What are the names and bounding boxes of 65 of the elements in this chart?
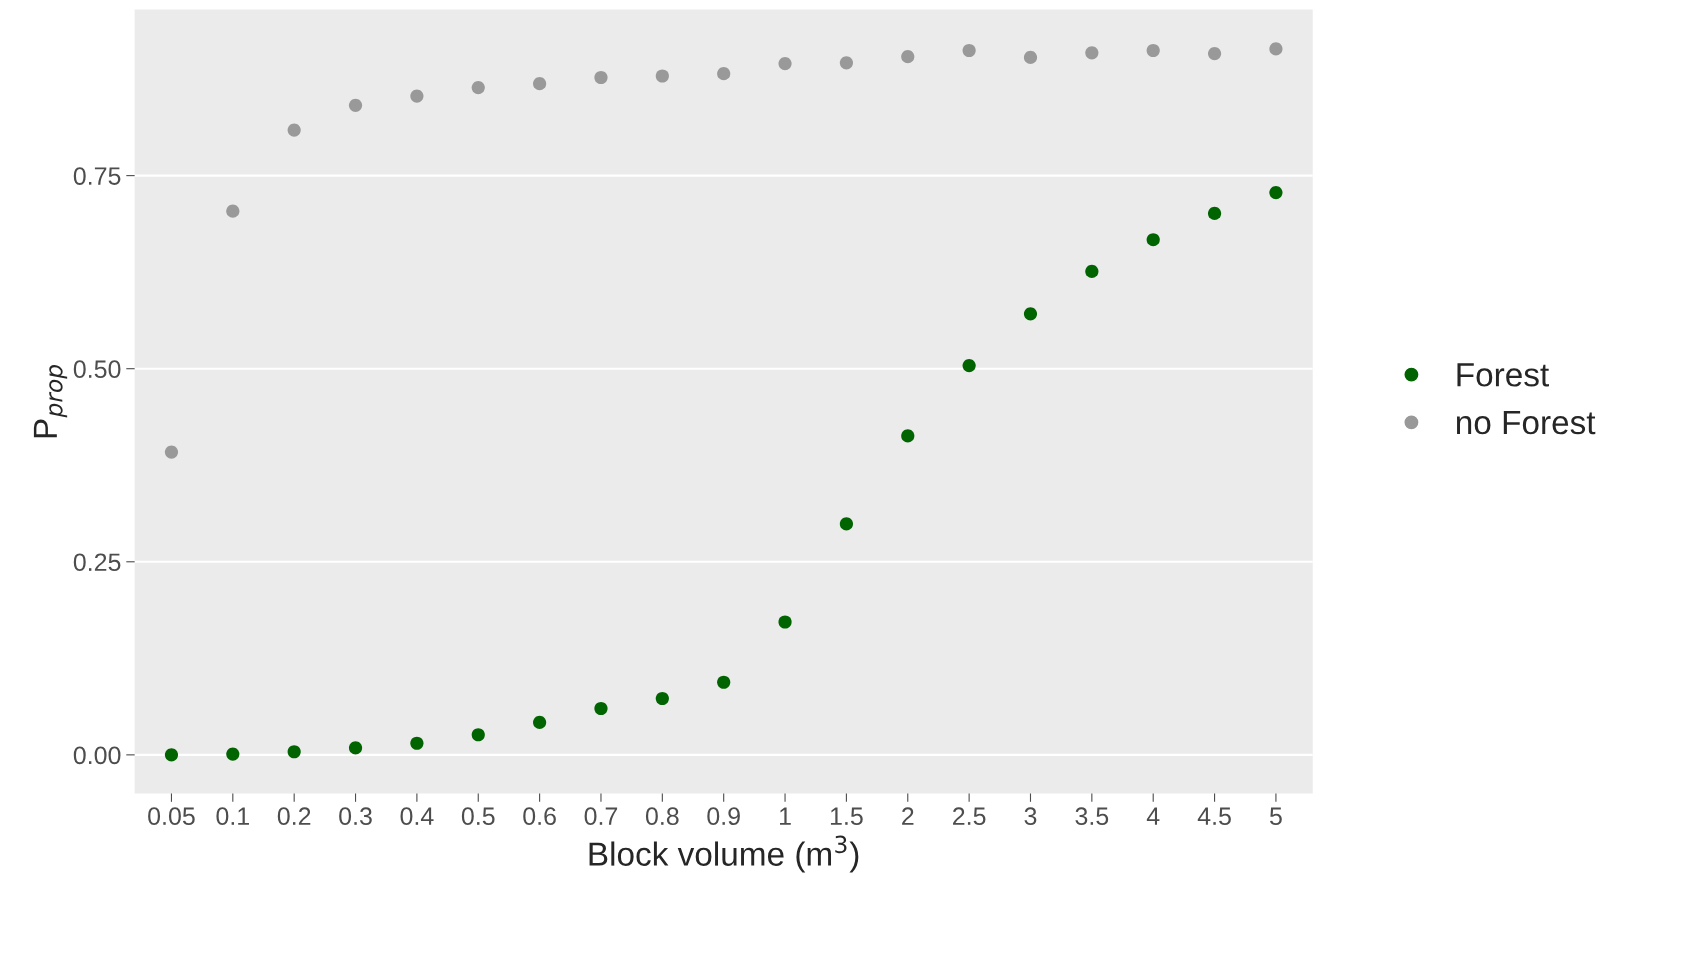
x-tick-label: 0.3	[339, 807, 372, 826]
point	[1146, 43, 1160, 58]
point	[471, 80, 485, 95]
point	[1146, 233, 1160, 247]
point	[839, 517, 853, 531]
x-tick-label: 4.5	[1197, 807, 1231, 826]
x-tick-label: 0.5	[461, 807, 495, 826]
x-tick-label: 0.8	[645, 807, 679, 826]
legend-label: Forest	[1457, 363, 1549, 387]
x-tick-label: 0.1	[216, 807, 249, 826]
point	[1269, 186, 1283, 200]
point	[348, 741, 363, 755]
point	[717, 67, 731, 81]
point	[1085, 264, 1099, 278]
point	[1269, 42, 1283, 56]
point	[962, 43, 976, 58]
point	[1085, 46, 1099, 60]
x-tick-label: 0.2	[277, 807, 311, 826]
point	[655, 69, 669, 83]
point	[348, 98, 363, 112]
y-axis-title: P$_{prop}$	[33, 365, 68, 438]
point	[164, 748, 179, 762]
point	[839, 56, 853, 70]
point	[226, 204, 240, 218]
y-tick-label: 0.00	[73, 746, 121, 765]
x-tick-label: 0.4	[400, 807, 434, 826]
point	[471, 728, 485, 742]
x-tick-label: 5	[1269, 807, 1282, 826]
point	[287, 123, 301, 137]
x-tick-label: 1.5	[830, 807, 863, 826]
y-tick-label: 0.75	[73, 167, 121, 185]
point	[1207, 206, 1222, 221]
x-tick-label: 2	[902, 807, 914, 825]
x-tick-label: 3	[1024, 807, 1037, 826]
point	[1023, 50, 1038, 65]
point	[901, 429, 915, 443]
y-tick-label: 0.50	[73, 360, 121, 378]
point	[594, 70, 608, 85]
legend-label: no Forest	[1456, 411, 1596, 435]
point	[226, 747, 240, 761]
x-tick-label: 1	[780, 807, 791, 825]
point	[287, 745, 301, 759]
point	[962, 359, 976, 373]
x-tick-label: 4	[1146, 807, 1160, 825]
x-tick-label: 2.5	[953, 807, 986, 826]
point	[778, 57, 792, 71]
point	[164, 445, 179, 459]
y-tick-label: 0.25	[73, 553, 121, 572]
point	[655, 691, 669, 706]
x-axis-title: Block volume (m$^{3}$)	[589, 835, 859, 873]
x-tick-label: 3.5	[1075, 807, 1109, 826]
x-tick-label: 0.7	[584, 807, 618, 826]
point	[1023, 307, 1038, 321]
x-tick-label: 0.6	[523, 807, 556, 826]
point	[901, 50, 915, 64]
x-tick-label: 0.05	[148, 807, 195, 826]
point	[410, 736, 424, 750]
point	[1207, 46, 1222, 61]
point	[533, 77, 547, 91]
point	[533, 715, 547, 730]
x-tick-label: 0.9	[707, 807, 740, 826]
point	[778, 615, 792, 629]
point	[717, 675, 731, 689]
point	[410, 89, 424, 103]
point	[594, 701, 608, 716]
